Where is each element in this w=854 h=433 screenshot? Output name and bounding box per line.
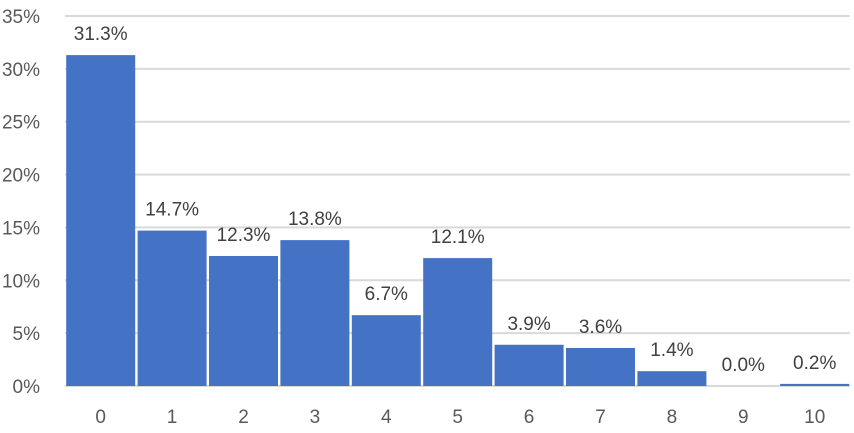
y-tick-label: 25%: [2, 113, 40, 134]
x-tick-label: 8: [667, 407, 678, 428]
x-tick-label: 3: [310, 407, 321, 428]
data-label: 31.3%: [74, 24, 128, 45]
y-tick-label: 10%: [2, 271, 40, 292]
data-label: 3.9%: [507, 314, 550, 335]
bar-1: [137, 230, 207, 386]
x-tick-label: 7: [595, 407, 606, 428]
x-tick-label: 2: [238, 407, 249, 428]
x-tick-label: 1: [167, 407, 178, 428]
data-label: 0.0%: [722, 355, 765, 376]
bar-5: [423, 258, 493, 386]
bar-8: [637, 371, 707, 386]
x-tick-label: 10: [804, 407, 825, 428]
x-tick-label: 9: [738, 407, 749, 428]
bar-7: [566, 347, 635, 386]
data-label: 12.1%: [431, 227, 485, 248]
x-tick-label: 5: [452, 407, 463, 428]
x-axis-tick-labels: 0 1 2 3 4 5 6 7 8 9 10: [95, 407, 825, 428]
data-label: 1.4%: [650, 340, 693, 361]
data-label: 0.2%: [793, 353, 836, 374]
data-label: 13.8%: [288, 209, 342, 230]
data-label: 3.6%: [579, 317, 622, 338]
x-tick-label: 6: [524, 407, 535, 428]
x-tick-label: 4: [381, 407, 392, 428]
bar-0: [66, 55, 136, 386]
y-tick-label: 35%: [2, 7, 40, 28]
y-tick-label: 5%: [13, 324, 41, 345]
x-tick-label: 0: [95, 407, 106, 428]
data-labels: 31.3% 14.7% 12.3% 13.8% 6.7% 12.1% 3.9% 3.6% 1.4…: [74, 24, 837, 376]
data-label: 6.7%: [365, 284, 408, 305]
y-tick-label: 30%: [2, 60, 40, 81]
bar-2: [209, 255, 278, 386]
data-label: 12.3%: [217, 225, 271, 246]
y-tick-label: 0%: [13, 377, 41, 398]
bar-10: [780, 383, 850, 386]
y-tick-label: 20%: [2, 166, 40, 187]
bar-4: [351, 315, 421, 386]
y-axis-tick-labels: 0% 5% 10% 15% 20% 25% 30% 35%: [2, 7, 40, 398]
bar-6: [494, 344, 564, 386]
bar-3: [280, 240, 350, 386]
bars: [66, 55, 850, 386]
y-tick-label: 15%: [2, 218, 40, 239]
data-label: 14.7%: [145, 200, 199, 221]
